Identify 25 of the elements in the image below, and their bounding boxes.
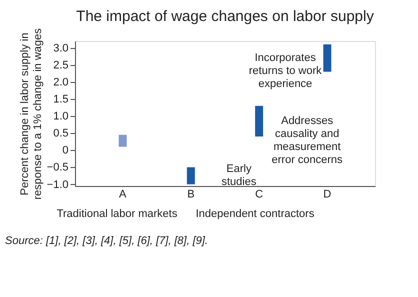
text: Independent contractors — [196, 208, 315, 220]
y-tick-label: 2.0 — [53, 76, 68, 88]
bar — [255, 106, 264, 137]
x-tick-label: D — [323, 188, 332, 200]
x-tick-label: B — [187, 188, 195, 200]
y-tick-label: −0.5 — [46, 162, 68, 174]
y-tick-label: 1.5 — [53, 94, 68, 106]
source-note: Source: [1], [2], [3], [4], [5], [6], [7], [8], [9]. — [5, 235, 208, 247]
bar — [186, 167, 195, 184]
y-tick-label: 0.5 — [53, 128, 68, 140]
y-axis-title: Percent change in labor supply in response to a 1% change in wages — [18, 28, 44, 200]
text: Traditional labor markets — [56, 208, 178, 220]
chart-title: The impact of wage changes on labor supply — [76, 8, 374, 25]
annotation: Early studies — [221, 162, 257, 188]
y-tick-label: 2.5 — [53, 59, 68, 72]
y-tick-label: 1.0 — [53, 110, 68, 123]
y-tick-label: −1.0 — [46, 178, 68, 191]
x-tick-label: C — [255, 188, 264, 200]
bar — [118, 134, 127, 147]
x-tick-label: A — [119, 188, 128, 200]
annotation: Addresses causality and measurement error concerns — [272, 115, 344, 166]
y-tick-label: 3.0 — [53, 42, 68, 54]
y-tick-label: 0 — [62, 144, 68, 157]
bar — [323, 44, 332, 72]
annotation: Incorporates returns to work experience — [248, 52, 322, 90]
